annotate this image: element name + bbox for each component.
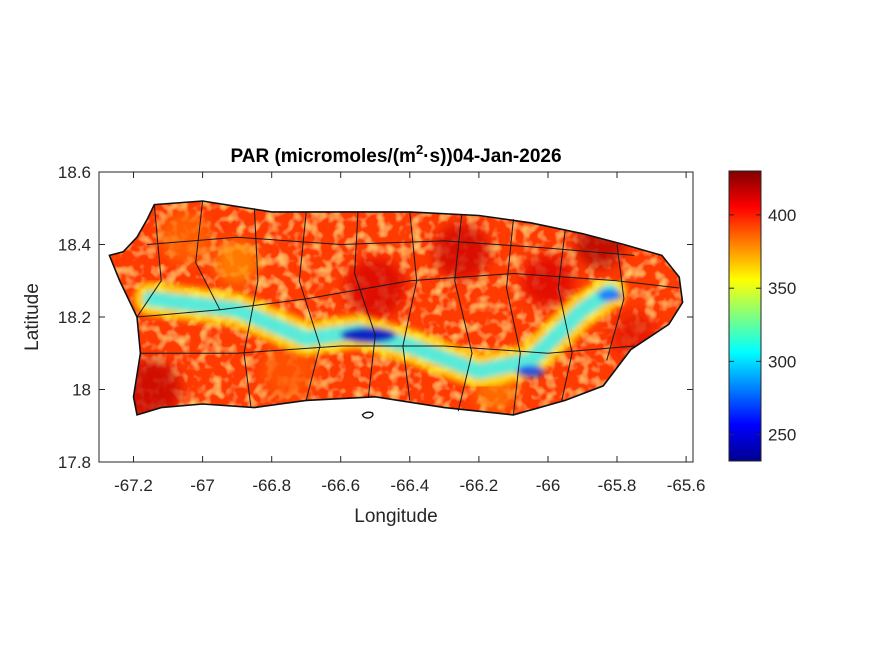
y-axis: 17.8 18 18.2 18.4 18.6 [58, 163, 693, 472]
y-tick-label-1: 18 [72, 381, 91, 400]
island-coastline [108, 200, 684, 416]
municipality-boundary-6 [454, 215, 473, 412]
y-tick-label-4: 18.6 [58, 163, 91, 182]
municipality-boundary-0 [136, 204, 162, 318]
colorbar-ticks: 250 300 350 400 [729, 206, 796, 445]
x-tick-label-0: -67.2 [114, 476, 153, 495]
x-tick-label-6: -66 [536, 476, 561, 495]
municipality-boundary-10 [136, 272, 680, 318]
municipality-boundary-12 [147, 236, 635, 256]
colorbar-tick-label-3: 400 [768, 206, 796, 225]
y-axis-label: Latitude [22, 283, 43, 351]
y-tick-label-0: 17.8 [58, 453, 91, 472]
x-tick-label-1: -67 [190, 476, 215, 495]
municipality-boundary-2 [243, 208, 259, 408]
offshore-islet [361, 411, 374, 419]
y-tick-label-3: 18.4 [58, 236, 91, 255]
municipality-boundary-11 [140, 345, 635, 354]
x-tick-label-5: -66.2 [460, 476, 499, 495]
x-tick-label-8: -65.6 [667, 476, 706, 495]
municipality-boundary-1 [195, 200, 221, 311]
colorbar-tick-label-1: 300 [768, 352, 796, 371]
municipality-boundaries [136, 200, 680, 415]
x-axis: -67.2 -67 -66.8 -66.6 -66.4 -66.2 -66 -65.8 -65.… [114, 172, 705, 495]
municipality-boundary-5 [402, 211, 418, 401]
colorbar-tick-label-2: 350 [768, 279, 796, 298]
x-tick-label-7: -65.8 [598, 476, 637, 495]
colorbar-tick-label-0: 250 [768, 426, 796, 445]
municipality-boundary-4 [354, 211, 376, 397]
x-axis-label: Longitude [354, 506, 437, 527]
x-tick-label-2: -66.8 [252, 476, 291, 495]
municipality-boundary-7 [505, 219, 521, 415]
x-tick-label-3: -66.6 [321, 476, 360, 495]
municipality-boundary-8 [557, 229, 573, 401]
x-tick-label-4: -66.4 [390, 476, 429, 495]
municipality-boundary-9 [606, 244, 625, 361]
colorbar [728, 170, 762, 462]
y-tick-label-2: 18.2 [58, 308, 91, 327]
municipality-boundary-3 [298, 211, 321, 401]
chart-title: PAR (micromoles/(m2·s))04-Jan-2026 [230, 142, 561, 167]
